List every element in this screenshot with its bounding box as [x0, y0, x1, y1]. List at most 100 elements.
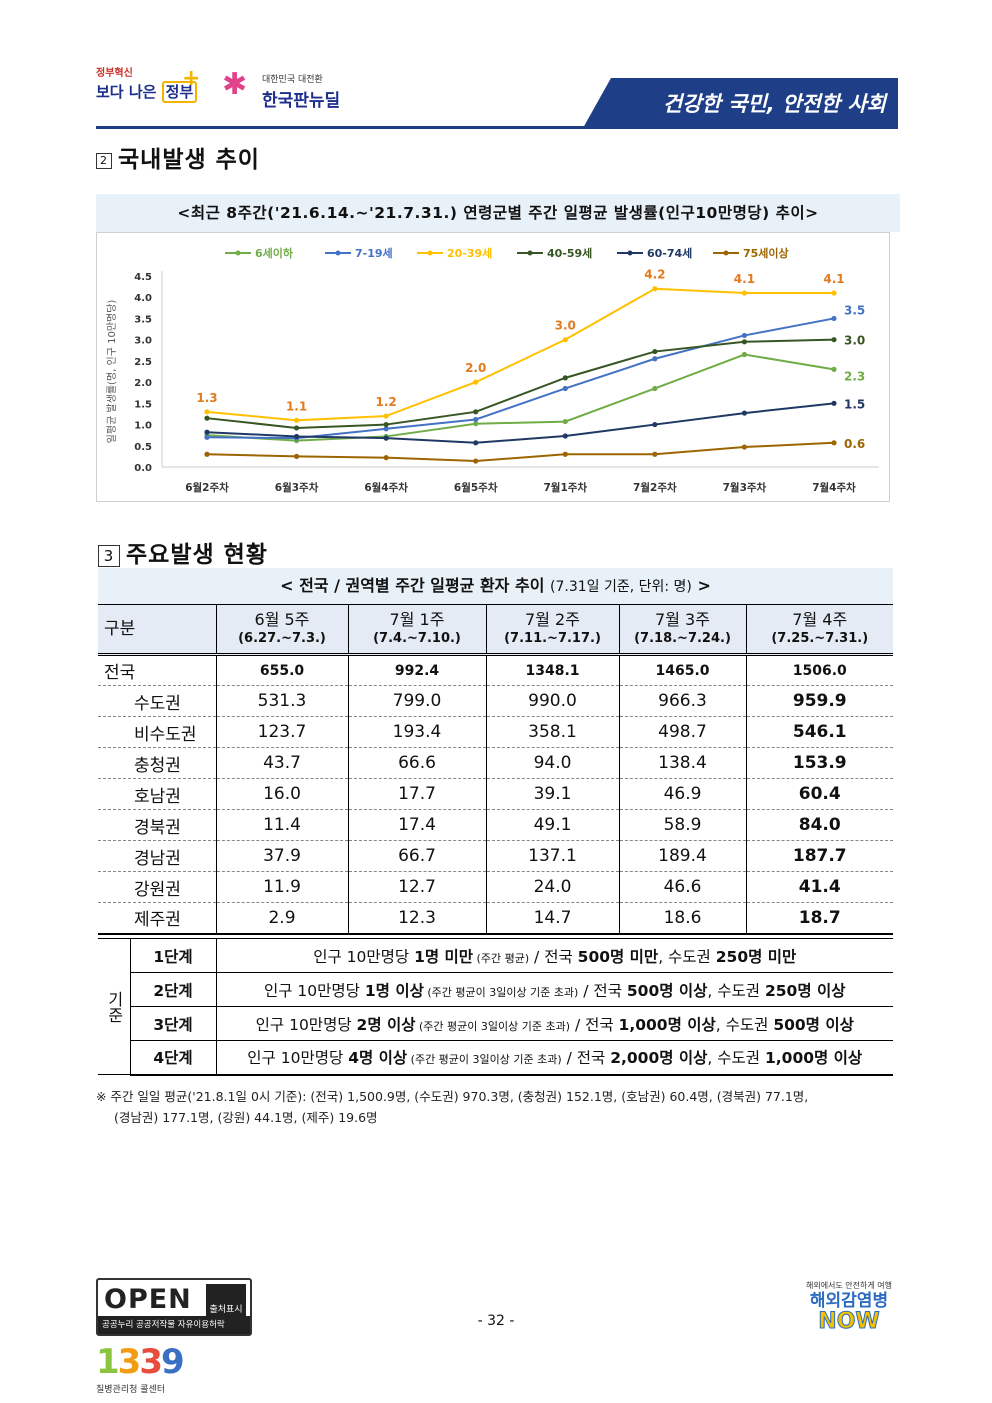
data-point: [204, 409, 210, 415]
region-name-cell: 호남권: [98, 778, 217, 810]
data-point: [562, 337, 568, 343]
column-header: 7월 1주 (7.4.~7.10.): [348, 604, 487, 655]
data-point: [473, 458, 479, 464]
data-point: [293, 417, 300, 423]
attribution-icon: 출처표시: [206, 1284, 246, 1316]
table-row: 충청권 43.7 66.6 94.0 138.4 153.9: [98, 747, 893, 779]
korean-new-deal-logo: ✱ 대한민국 대전환 한국판뉴딜: [222, 67, 341, 112]
value-cell: 46.6: [619, 871, 747, 903]
data-label: 4.2: [644, 268, 665, 282]
legend-label: 60-74세: [647, 246, 692, 260]
table-row: 호남권 16.0 17.7 39.1 46.9 60.4: [98, 778, 893, 810]
data-point: [293, 453, 300, 459]
value-cell: 66.7: [348, 840, 487, 872]
region-name-cell: 경북권: [98, 809, 217, 841]
data-point: [473, 440, 479, 446]
value-cell: 992.4: [348, 654, 487, 686]
legend-marker: [427, 250, 433, 256]
value-cell: 12.3: [348, 902, 487, 935]
data-point: [293, 433, 300, 440]
column-header-category: 구분: [98, 604, 217, 655]
y-tick-label: 2.0: [134, 378, 152, 389]
data-point: [741, 351, 748, 358]
data-label: 1.3: [196, 391, 217, 405]
footnote: ※ 주간 일일 평균('21.8.1일 0시 기준): (전국) 1,500.9…: [96, 1089, 809, 1125]
data-point: [831, 315, 837, 322]
value-cell: 1348.1: [486, 654, 620, 686]
value-cell: 12.7: [348, 871, 487, 903]
value-cell: 1506.0: [746, 654, 893, 686]
data-point: [383, 421, 389, 428]
data-point: [473, 409, 479, 415]
x-tick-label: 7월4주차: [812, 481, 856, 494]
data-point: [652, 286, 658, 292]
value-cell: 11.4: [216, 809, 349, 841]
table-row: 강원권 11.9 12.7 24.0 46.6 41.4: [98, 871, 893, 903]
value-cell: 990.0: [486, 685, 620, 717]
criteria-description: 인구 10만명당 1명 이상 (주간 평균이 3일이상 기준 초과) / 전국 …: [215, 972, 893, 1007]
data-label: 1.5: [844, 397, 865, 411]
value-cell: 39.1: [486, 778, 620, 810]
x-tick-label: 6월4주차: [364, 481, 408, 494]
table-row: 경남권 37.9 66.7 137.1 189.4 187.7: [98, 840, 893, 872]
legend-label: 7-19세: [355, 246, 393, 260]
data-point: [383, 413, 389, 419]
data-point: [652, 451, 658, 457]
value-cell: 43.7: [216, 747, 349, 779]
data-point: [831, 290, 837, 296]
data-point: [204, 429, 210, 435]
slogan-banner: 건강한 국민, 안전한 사회: [583, 78, 898, 128]
value-cell: 84.0: [746, 809, 893, 841]
value-cell: 37.9: [216, 840, 349, 872]
value-cell: 966.3: [619, 685, 747, 717]
table-row: 수도권 531.3 799.0 990.0 966.3 959.9: [98, 685, 893, 717]
value-cell: 2.9: [216, 902, 349, 935]
data-point: [383, 426, 389, 432]
value-cell: 1465.0: [619, 654, 747, 686]
value-cell: 799.0: [348, 685, 487, 717]
value-cell: 531.3: [216, 685, 349, 717]
y-tick-label: 2.5: [134, 357, 152, 368]
value-cell: 959.9: [746, 685, 893, 717]
legend-marker: [627, 250, 633, 256]
table-row: 전국 655.0 992.4 1348.1 1465.0 1506.0: [98, 654, 893, 686]
x-tick-label: 7월2주차: [633, 481, 677, 494]
section-title-major-status: 3 주요발생 현황: [98, 535, 268, 569]
section-title-domestic-trend: 2 국내발생 추이: [96, 140, 260, 174]
data-point: [831, 400, 837, 406]
data-point: [741, 410, 748, 416]
value-cell: 41.4: [746, 871, 893, 903]
data-point: [383, 435, 389, 441]
legend-label: 40-59세: [547, 246, 592, 260]
data-point: [562, 385, 568, 392]
data-point: [473, 421, 479, 427]
value-cell: 17.4: [348, 809, 487, 841]
y-tick-label: 3.5: [134, 314, 152, 325]
criteria-description: 인구 10만명당 1명 미만 (주간 평균) / 전국 500명 미만, 수도권…: [215, 938, 893, 973]
value-cell: 58.9: [619, 809, 747, 841]
series-line: [206, 353, 835, 442]
asterisk-icon: ✱: [222, 67, 248, 102]
y-tick-label: 1.0: [134, 421, 152, 432]
criteria-label: 기준: [98, 938, 131, 1075]
line-chart-svg: 0.0 0.5 1.0 1.5 2.0 2.5 3.0 3.5 4.0 4.5 일평균 발생률(명,…: [106, 246, 879, 494]
value-cell: 153.9: [746, 747, 893, 779]
plus-icon: +: [182, 66, 201, 91]
legend-marker: [527, 250, 533, 256]
gov-innovation-logo: 정부혁신 보다 나은 정부 +: [96, 66, 201, 103]
data-label: 0.6: [844, 437, 865, 451]
y-tick-label: 0.5: [134, 442, 152, 453]
data-point: [473, 416, 479, 423]
x-tick-label: 6월2주차: [185, 481, 229, 494]
x-tick-label: 6월5주차: [454, 481, 498, 494]
value-cell: 14.7: [486, 902, 620, 935]
criteria-row: 4단계 인구 10만명당 4명 이상 (주간 평균이 3일이상 기준 초과) / …: [98, 1040, 893, 1076]
table-title: < 전국 / 권역별 주간 일평균 환자 추이 (7.31일 기준, 단위: 명…: [98, 568, 893, 604]
data-point: [652, 421, 658, 428]
value-cell: 24.0: [486, 871, 620, 903]
column-header: 7월 2주 (7.11.~7.17.): [486, 604, 620, 655]
value-cell: 546.1: [746, 716, 893, 748]
region-name-cell: 전국: [98, 654, 217, 686]
value-cell: 498.7: [619, 716, 747, 748]
y-axis-label: 일평균 발생률(명, 인구 10만명당): [106, 300, 118, 444]
